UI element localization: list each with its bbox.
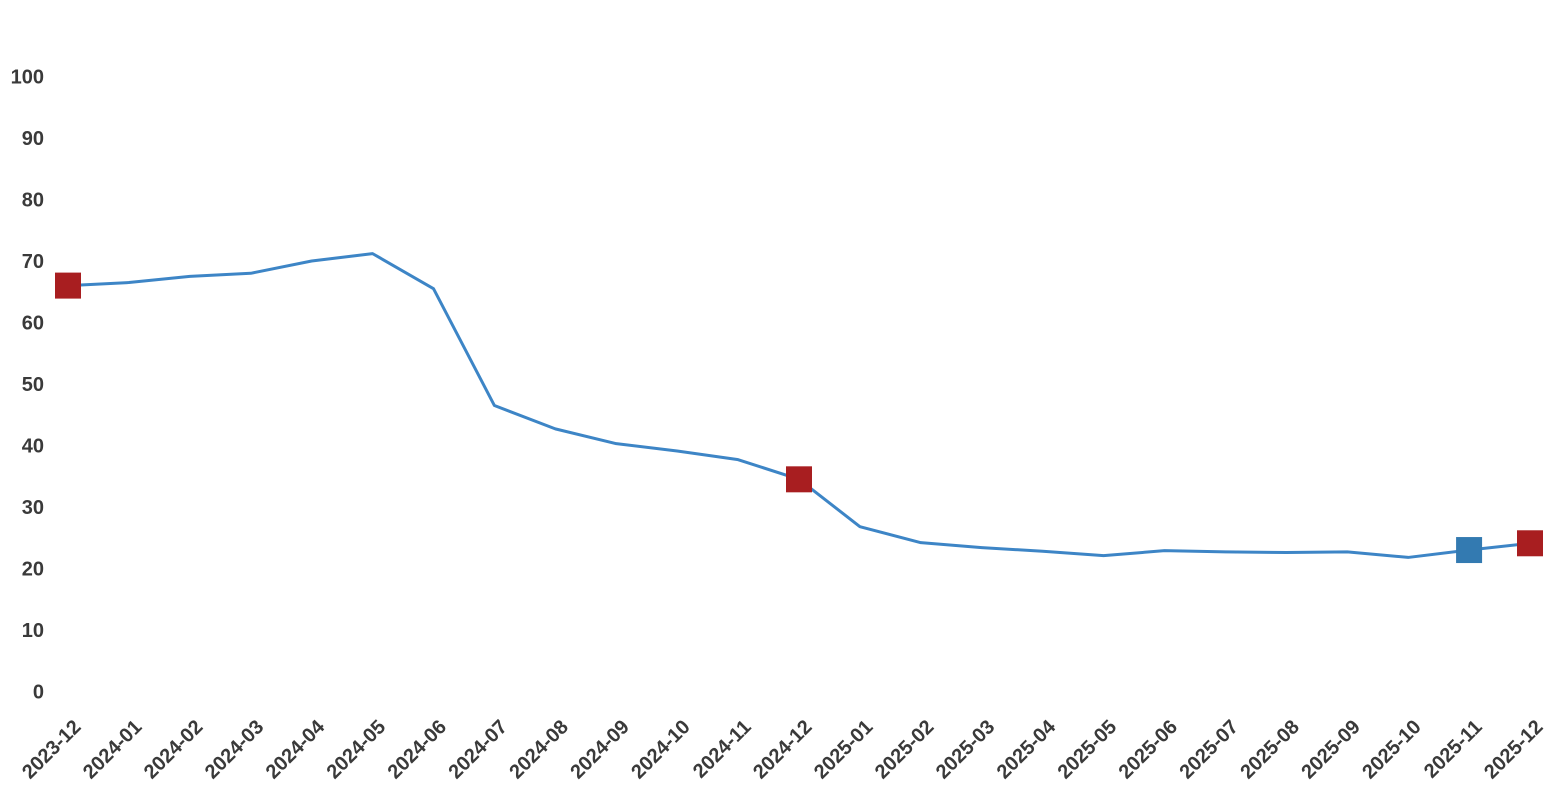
x-tick-label: 2025-01 [810,716,877,783]
x-tick-label: 2025-04 [993,715,1061,783]
x-tick-label: 2024-03 [201,716,268,783]
x-tick-label: 2024-05 [323,716,390,783]
x-tick-label: 2024-11 [689,716,756,783]
x-axis-labels: 2023-122024-012024-022024-032024-042024-… [18,715,1547,783]
y-tick-label: 90 [22,128,44,150]
series-markers [55,272,1544,564]
x-tick-label: 2025-07 [1175,716,1242,783]
x-tick-label: 2025-03 [932,716,999,783]
x-tick-label: 2024-04 [262,715,330,783]
y-tick-label: 30 [22,497,44,519]
x-tick-label: 2024-12 [749,716,816,783]
x-tick-label: 2024-08 [505,716,572,783]
y-tick-label: 50 [22,374,44,396]
data-point-marker [1517,530,1544,557]
y-tick-label: 40 [22,436,44,458]
x-tick-label: 2025-02 [871,716,938,783]
y-tick-label: 20 [22,559,44,581]
x-tick-label: 2025-05 [1054,716,1121,783]
data-point-marker [1456,537,1483,564]
y-tick-label: 10 [22,620,44,642]
x-tick-label: 2025-10 [1358,716,1425,783]
data-point-marker [55,272,81,299]
x-tick-label: 2024-02 [140,716,207,783]
x-tick-label: 2023-12 [18,716,85,783]
y-tick-label: 0 [33,682,44,704]
series-lines [66,252,1532,559]
y-axis-labels: 0 10 20 30 40 50 60 70 80 90 100 [11,67,44,704]
x-tick-label: 2024-09 [566,716,633,783]
data-point-marker [786,466,813,493]
y-tick-label: 80 [22,190,44,212]
x-tick-label: 2024-07 [444,716,511,783]
x-tick-label: 2024-06 [384,716,451,783]
x-tick-label: 2025-08 [1236,716,1303,783]
y-tick-label: 60 [22,313,44,335]
x-tick-label: 2025-11 [1420,716,1487,783]
trend-line [66,252,1532,559]
x-tick-label: 2025-06 [1115,716,1182,783]
x-tick-label: 2024-01 [79,716,146,783]
x-tick-label: 2024-10 [627,716,694,783]
x-tick-label: 2025-12 [1480,716,1547,783]
x-tick-label: 2025-09 [1297,716,1364,783]
y-tick-label: 100 [11,67,44,89]
y-tick-label: 70 [22,251,44,273]
